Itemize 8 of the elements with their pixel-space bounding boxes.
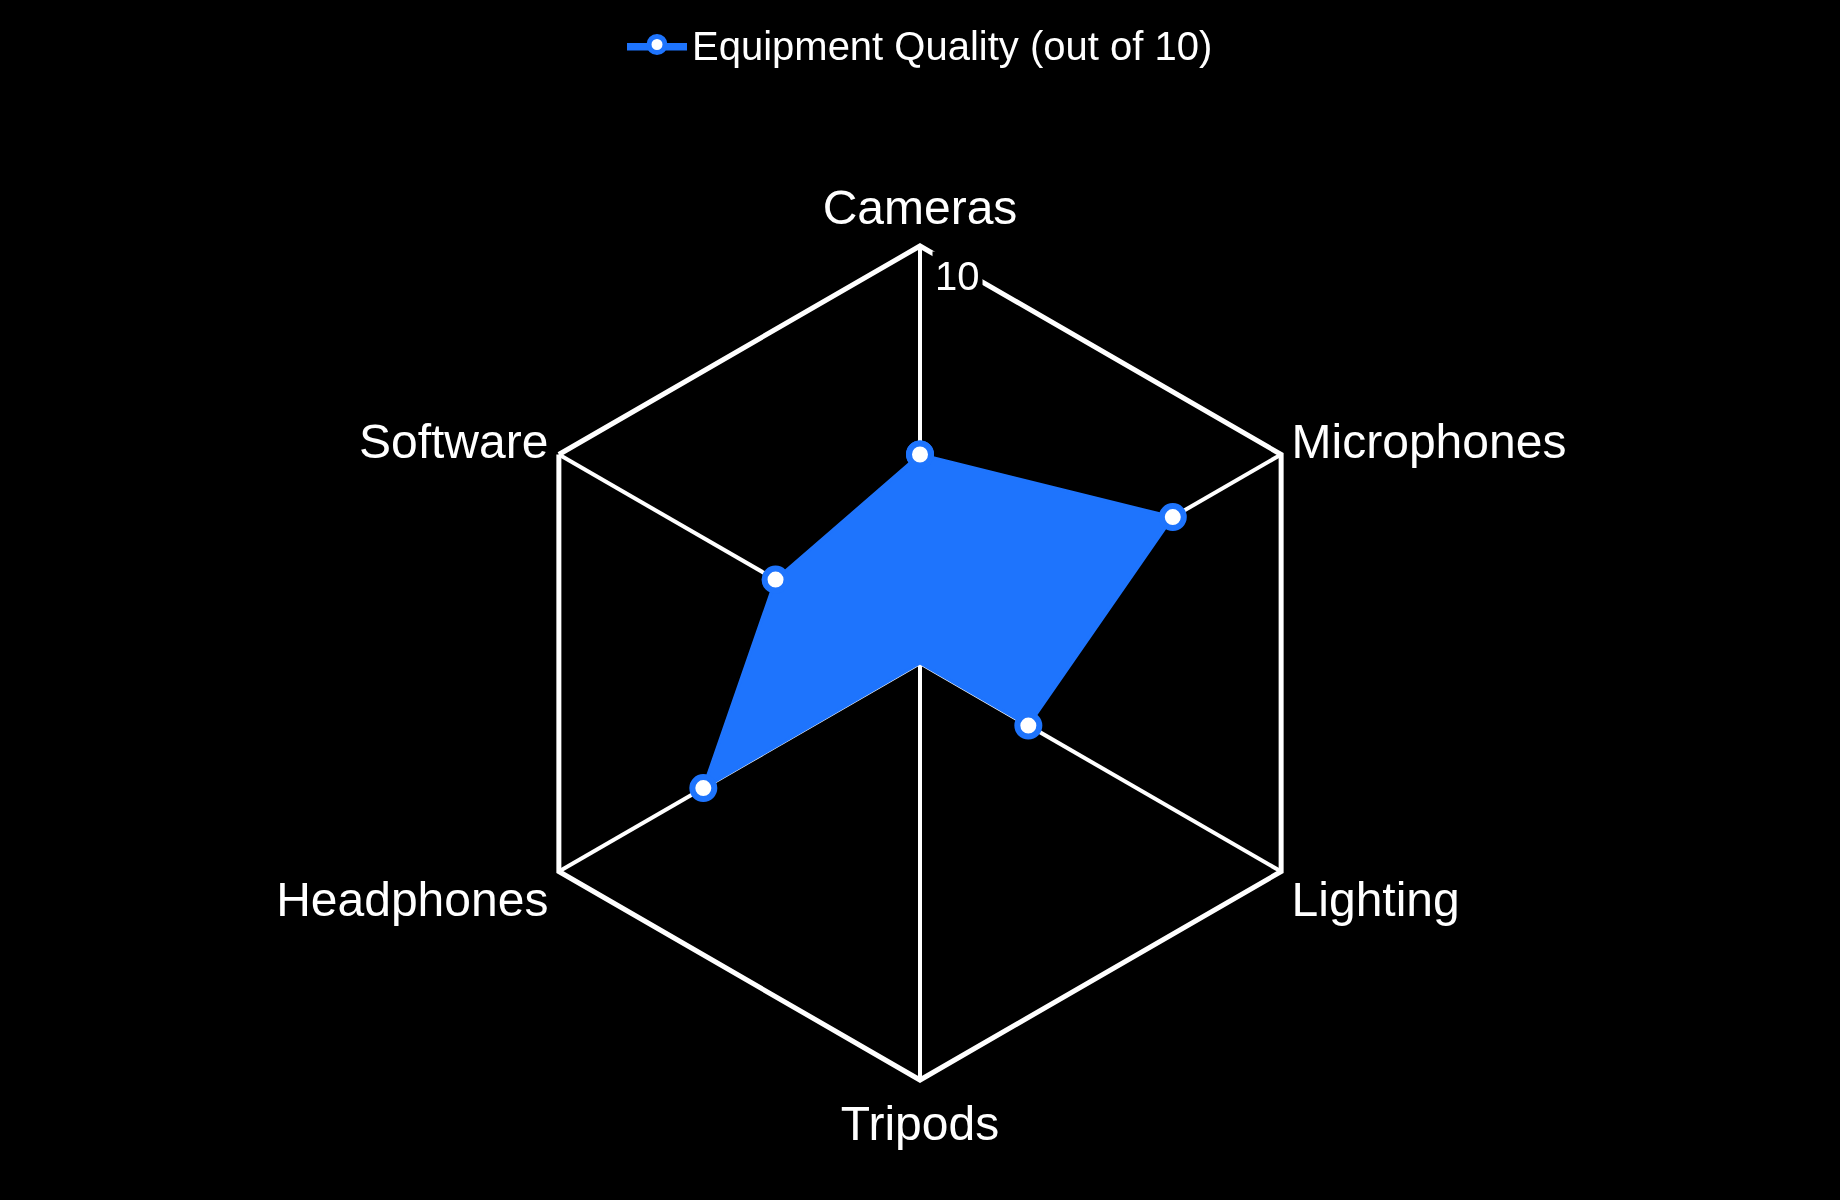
spoke-label: Software — [358, 415, 549, 469]
spoke-label: Microphones — [1291, 415, 1567, 469]
spoke-label: Headphones — [276, 873, 549, 927]
text: 10 — [935, 254, 980, 298]
legend-label: Equipment Quality (out of 10) — [692, 24, 1213, 69]
spoke-label: Cameras — [822, 181, 1018, 235]
spoke-label: Tripods — [840, 1097, 1000, 1151]
spoke-label: Lighting — [1291, 873, 1460, 927]
